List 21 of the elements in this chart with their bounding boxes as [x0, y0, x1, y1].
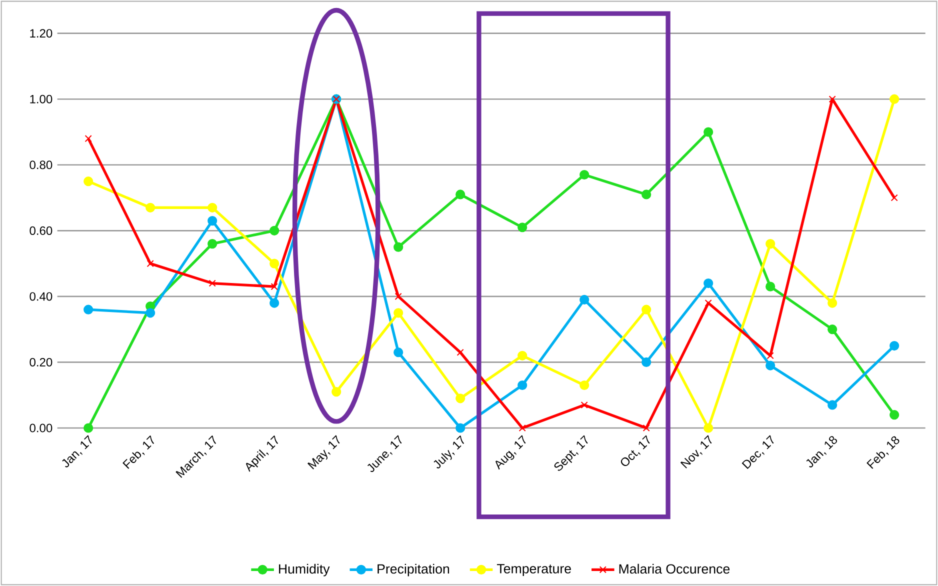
y-tick-label: 0.00	[30, 424, 52, 432]
legend-label: Malaria Occurence	[619, 564, 730, 574]
y-tick-label: 1.20	[30, 29, 52, 38]
x-tick-label: Jan, 18	[806, 436, 838, 468]
x-tick-label: July, 17	[434, 435, 464, 468]
x-tick-label: Feb, 17	[122, 435, 154, 469]
x-tick-label: Aug, 17	[495, 435, 526, 470]
x-tick-label: Nov, 17	[680, 435, 712, 468]
y-tick-label: 1.00	[30, 94, 52, 104]
legend-label: Precipitation	[378, 564, 450, 576]
y-tick-label: 0.80	[30, 160, 52, 170]
x-tick-label: Jan, 17	[62, 435, 92, 468]
y-tick-label: 0.40	[30, 292, 52, 301]
x-tick-label: Dec, 17	[742, 435, 774, 470]
legend-label: Temperature	[496, 564, 571, 576]
x-tick-label: Oct, 17	[620, 435, 650, 466]
x-tick-label: Feb, 18	[866, 436, 900, 469]
y-tick-label: 0.20	[30, 358, 52, 366]
legend-label: Humidity	[279, 564, 330, 576]
x-tick-label: May, 17	[307, 435, 340, 470]
y-tick-label: 0.60	[30, 226, 52, 235]
